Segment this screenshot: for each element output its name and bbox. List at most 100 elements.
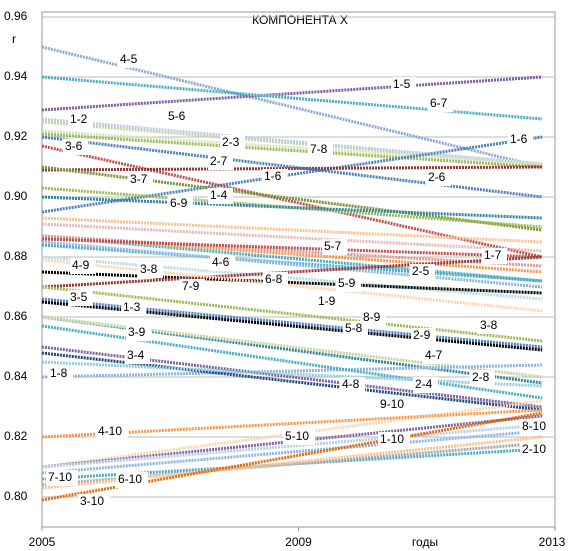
series-label: 3-8 — [140, 262, 158, 276]
label-bg — [70, 258, 95, 274]
x-tick-label: 2005 — [29, 535, 56, 549]
label-bg — [378, 432, 410, 448]
series-label: 1-6 — [510, 132, 528, 146]
series-label: 1-6 — [264, 169, 282, 183]
series-label: 6-9 — [170, 196, 188, 210]
series-line — [41, 414, 543, 469]
series-label: 5-6 — [168, 109, 186, 123]
series-label: 3-8 — [480, 318, 498, 332]
series-label: 2-10 — [522, 442, 546, 456]
y-tick-label: 0.92 — [4, 129, 28, 143]
y-tick-label: 0.80 — [4, 489, 28, 503]
label-bg — [68, 290, 93, 306]
label-bg — [48, 366, 73, 382]
series-label: 2-7 — [210, 154, 228, 168]
series-label: 7-8 — [310, 142, 328, 156]
series-line — [41, 441, 543, 487]
label-bg — [340, 377, 365, 393]
series-label: 4-9 — [72, 258, 90, 272]
label-bg — [168, 196, 193, 212]
series-label: 2-8 — [472, 370, 490, 384]
plot-frame — [41, 11, 556, 528]
series-line — [41, 75, 543, 112]
label-bg — [470, 370, 495, 386]
series-line — [41, 129, 543, 166]
series-label: 8-9 — [363, 310, 381, 324]
label-bg — [478, 318, 503, 334]
series-label: 3-5 — [70, 290, 88, 304]
series-label: 2-6 — [428, 170, 446, 184]
y-tick-label: 0.88 — [4, 249, 28, 263]
y-tick-label: 0.86 — [4, 309, 28, 323]
series-label: 5-8 — [345, 321, 363, 335]
series-label: 1-2 — [70, 112, 88, 126]
label-bg — [208, 154, 233, 170]
series-label: 2-9 — [413, 328, 431, 342]
label-bg — [336, 276, 361, 292]
series-line — [41, 429, 543, 475]
label-bg — [96, 424, 128, 440]
series-line — [41, 237, 543, 259]
label-bg — [426, 170, 451, 186]
label-bg — [520, 442, 552, 458]
series-line — [41, 300, 543, 352]
label-bg — [410, 264, 435, 280]
label-bg — [118, 52, 143, 68]
label-bg — [308, 142, 333, 158]
series-line — [41, 255, 543, 301]
series-label: 1-3 — [123, 300, 141, 314]
label-bg — [210, 255, 235, 271]
series-line — [41, 297, 543, 349]
series-line — [41, 75, 543, 121]
y-tick-label: 0.96 — [4, 9, 28, 23]
series-label: 3-10 — [80, 494, 104, 508]
label-bg — [116, 472, 148, 488]
series-label: 3-6 — [65, 139, 83, 153]
series-label: 1-8 — [50, 366, 68, 380]
label-bg — [138, 262, 163, 278]
label-bg — [391, 77, 416, 93]
series-label: 2-5 — [412, 264, 430, 278]
label-bg — [126, 325, 151, 341]
series-line — [41, 408, 543, 439]
series-line — [41, 363, 543, 379]
label-bg — [378, 397, 410, 413]
series-line — [41, 255, 543, 289]
label-bg — [508, 132, 533, 148]
series-line — [41, 258, 543, 313]
series-label: 6-7 — [430, 96, 448, 110]
series-line — [41, 360, 543, 388]
label-bg — [125, 348, 150, 364]
label-bg — [78, 494, 110, 510]
series-label: 5-7 — [324, 239, 342, 253]
series-line — [41, 324, 543, 400]
series-label: 1-9 — [318, 294, 336, 308]
y-tick-label: 0.90 — [4, 189, 28, 203]
series-line — [41, 195, 543, 220]
label-bg — [316, 294, 341, 310]
series-label: 1-4 — [210, 188, 228, 202]
label-bg — [208, 188, 233, 204]
label-bg — [63, 139, 88, 155]
series-label: 4-5 — [120, 52, 138, 66]
series-line — [41, 240, 543, 289]
series-label: 1-5 — [393, 77, 411, 91]
label-bg — [322, 239, 347, 255]
label-bg — [46, 470, 78, 486]
series-label: 4-7 — [425, 348, 443, 362]
label-bg — [220, 135, 245, 151]
series-label: 2-3 — [222, 135, 240, 149]
series-label: 2-4 — [415, 377, 433, 391]
series-label: 1-10 — [380, 432, 404, 446]
series-label: 3-4 — [127, 348, 145, 362]
x-tick-label: 2013 — [539, 535, 566, 549]
label-bg — [343, 321, 368, 337]
series-line — [41, 117, 543, 166]
label-bg — [166, 109, 191, 125]
series-label: 3-9 — [128, 325, 146, 339]
label-bg — [121, 300, 146, 316]
series-line — [41, 135, 543, 214]
series-label: 3-7 — [130, 172, 148, 186]
label-bg — [283, 429, 315, 445]
